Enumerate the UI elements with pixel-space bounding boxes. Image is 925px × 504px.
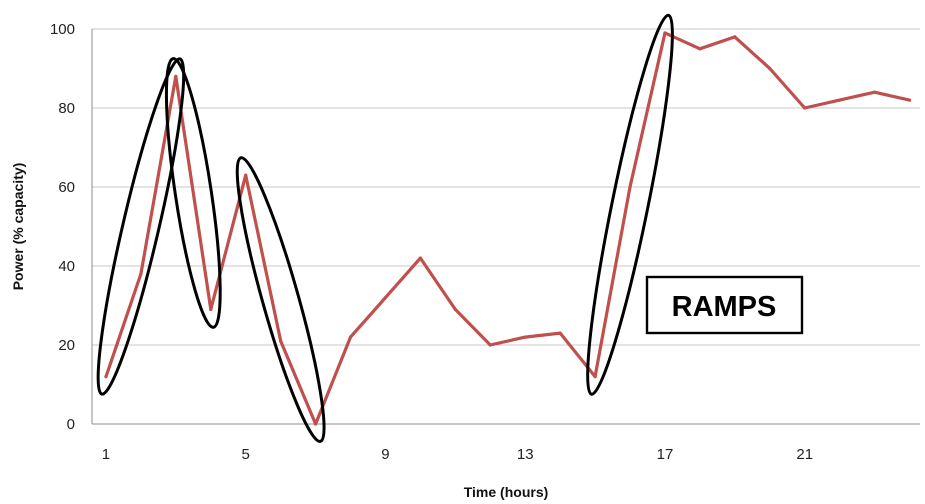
grid [92,28,920,346]
y-tick-label: 100 [50,21,75,38]
ramp-highlight-ellipse [96,57,186,396]
y-tick-label: 60 [58,179,75,196]
data-point [313,422,318,426]
y-axis-title: Power (% capacity) [10,163,26,291]
y-tick-label: 40 [58,258,75,275]
data-point [663,31,667,35]
data-point [104,375,108,379]
data-point [209,307,213,312]
ramp-highlight-ellipse [235,156,326,443]
axes: 0 20 40 60 80 100 1 5 9 13 17 21 [50,21,920,463]
data-point [803,106,807,110]
data-point [174,74,178,78]
annotation-layer: RAMPS [645,275,804,335]
annotation-text: RAMPS [672,291,777,323]
series-line [104,31,912,426]
data-point [139,272,143,276]
data-point [872,90,877,94]
data-point [593,375,597,379]
data-point [418,256,423,260]
labels: Time (hours) Power (% capacity) [10,163,548,500]
data-point [383,296,388,300]
ramp-highlight-ellipse [586,13,674,396]
y-tick-label: 20 [58,337,75,354]
y-tick-label: 0 [67,416,75,433]
ramp-highlights [96,13,674,443]
data-point [523,335,527,339]
x-tick-label: 13 [517,446,534,463]
data-point [907,98,912,102]
data-point [279,339,283,343]
y-tick-label: 80 [58,100,75,117]
data-point [348,335,353,339]
data-point [768,66,772,71]
data-point [838,98,842,102]
series-layer [104,31,912,426]
x-tick-label: 17 [657,446,674,463]
data-point [698,47,702,51]
data-point [244,173,248,177]
data-point [488,343,492,347]
x-tick-label: 21 [796,446,813,463]
x-tick-label: 1 [102,446,110,463]
data-point [558,331,562,335]
data-point [453,307,457,312]
data-point [733,35,737,39]
x-tick-label: 9 [381,446,389,463]
x-tick-label: 5 [242,446,250,463]
x-axis-title: Time (hours) [464,484,549,500]
ramp-highlight-ellipse [164,57,222,329]
annotation-box [645,275,804,335]
data-point [628,185,632,189]
